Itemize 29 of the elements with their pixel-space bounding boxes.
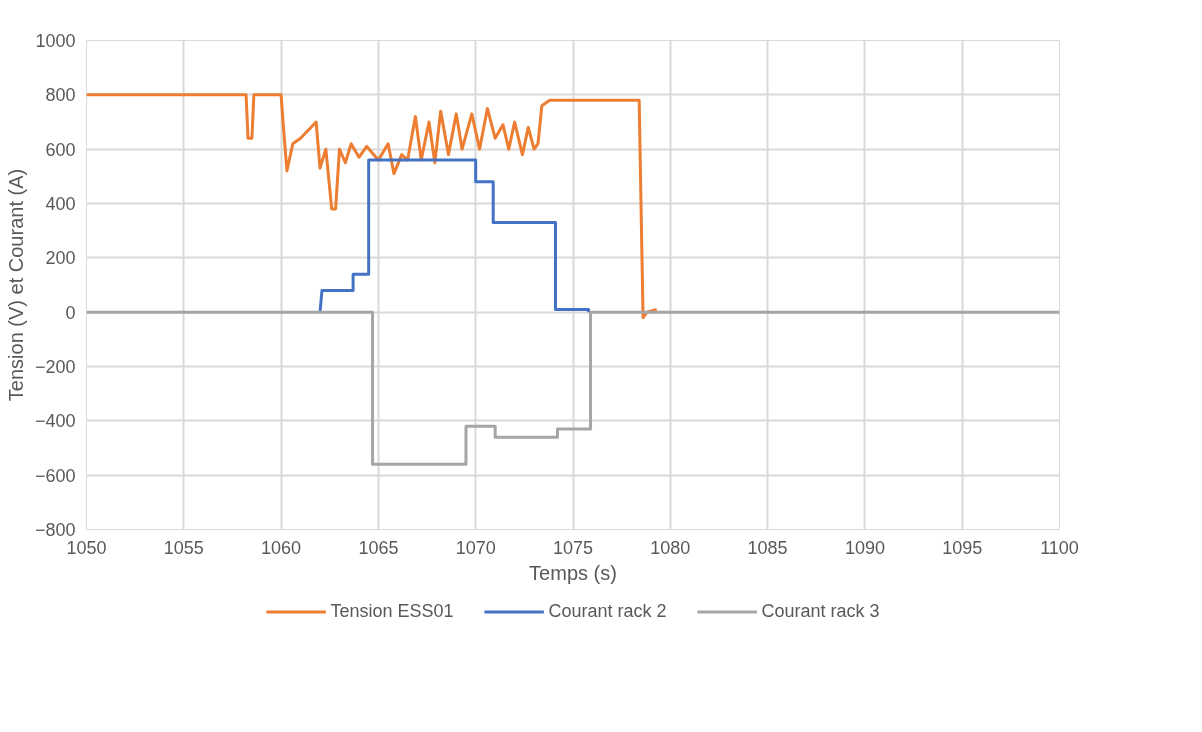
y-tick-label: −800 (34, 520, 76, 540)
legend-label: Courant rack 2 (548, 600, 667, 622)
x-tick-label: 1080 (650, 537, 691, 558)
x-tick-label: 1065 (358, 537, 399, 558)
x-tick-label: 1075 (552, 537, 594, 558)
x-tick-label: 1060 (261, 537, 302, 558)
y-tick-label: 200 (45, 248, 76, 269)
legend-label: Tension ESS01 (330, 600, 454, 622)
y-tick-label: 400 (45, 194, 76, 214)
y-tick-label: 1000 (35, 31, 76, 51)
x-tick-label: 1070 (455, 537, 496, 558)
x-tick-label: 1085 (747, 537, 788, 558)
y-tick-label: −600 (34, 465, 76, 486)
y-tick-label: 800 (45, 85, 76, 106)
x-axis-title: Temps (s) (529, 561, 617, 584)
line-series (86, 310, 1060, 466)
x-tick-label: 1055 (163, 537, 204, 558)
x-tick-label: 1095 (942, 537, 983, 558)
x-tick-label: 1050 (66, 537, 107, 558)
y-axis-title: Tension (V) et Courant (A) (4, 168, 27, 402)
y-tick-label: −200 (34, 357, 76, 377)
y-tick-label: 600 (45, 139, 76, 160)
x-tick-label: 1100 (1040, 537, 1079, 558)
line-series (86, 93, 659, 320)
y-tick-label: −400 (34, 411, 76, 432)
y-tick-label: 0 (65, 302, 76, 323)
line-series (318, 158, 591, 314)
x-tick-label: 1090 (844, 537, 885, 558)
legend-label: Courant rack 3 (761, 600, 880, 622)
